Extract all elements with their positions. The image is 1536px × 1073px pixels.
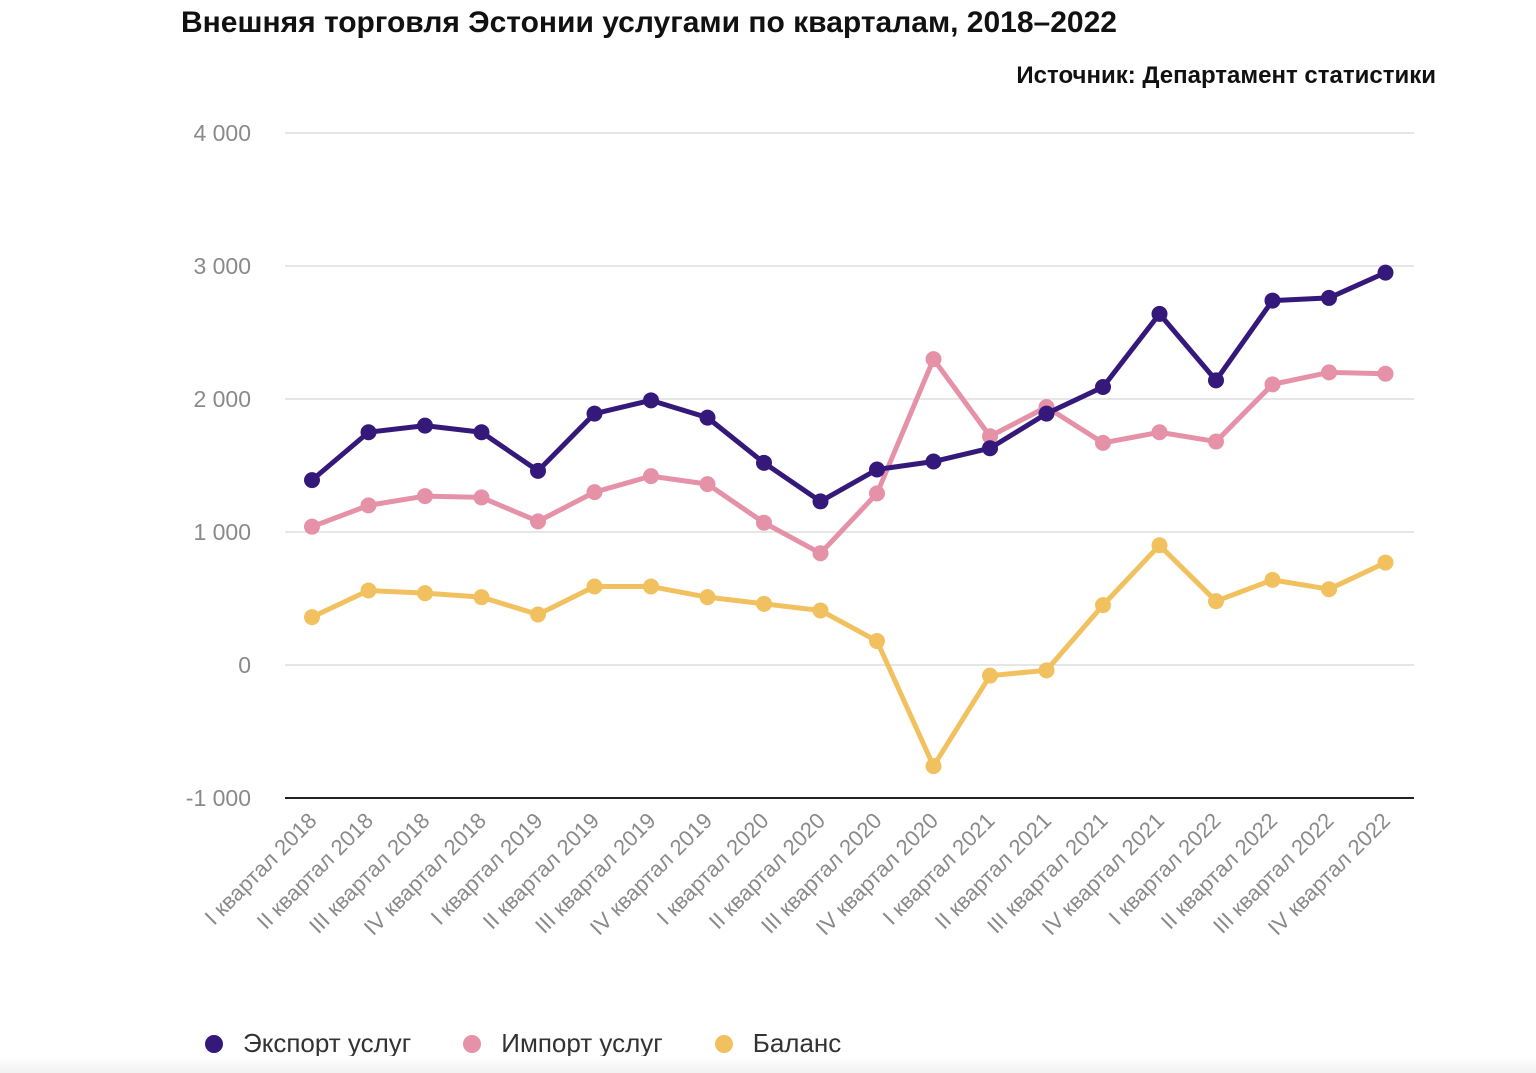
series-line bbox=[309, 356, 1388, 556]
data-point bbox=[925, 351, 942, 368]
data-point bbox=[756, 514, 772, 531]
data-point bbox=[530, 462, 546, 479]
legend-label: Импорт услуг bbox=[501, 1028, 663, 1058]
data-point bbox=[473, 424, 490, 441]
data-point bbox=[586, 578, 603, 595]
data-point bbox=[812, 493, 829, 510]
series-line bbox=[309, 270, 1388, 504]
data-point bbox=[869, 485, 885, 502]
data-point bbox=[1264, 376, 1281, 393]
data-point bbox=[643, 392, 659, 409]
data-point bbox=[586, 484, 603, 501]
data-point bbox=[1264, 292, 1281, 309]
data-point bbox=[417, 488, 433, 505]
legend-marker bbox=[714, 1034, 733, 1053]
bottom-edge bbox=[0, 1056, 1536, 1073]
data-point bbox=[869, 461, 885, 478]
legend-label: Экспорт услуг bbox=[243, 1028, 412, 1058]
data-point bbox=[643, 578, 659, 595]
legend-item: Импорт услуг bbox=[463, 1028, 663, 1059]
data-point bbox=[925, 453, 942, 470]
y-tick-label: 4 000 bbox=[193, 120, 251, 146]
data-point bbox=[530, 606, 546, 623]
data-point bbox=[1038, 405, 1055, 422]
series-line bbox=[309, 542, 1388, 769]
data-point bbox=[1321, 289, 1337, 306]
data-point bbox=[1377, 264, 1394, 281]
data-point bbox=[417, 585, 433, 602]
data-point bbox=[304, 609, 320, 626]
data-point bbox=[756, 595, 772, 612]
data-point bbox=[1208, 372, 1224, 389]
series-1 bbox=[304, 264, 1394, 510]
data-point bbox=[1095, 379, 1111, 396]
data-point bbox=[360, 424, 377, 441]
series-3 bbox=[304, 537, 1394, 775]
data-point bbox=[417, 417, 433, 434]
data-point bbox=[699, 409, 716, 426]
legend-label: Баланс bbox=[752, 1028, 842, 1058]
chart-source: Источник: Департамент статистики bbox=[1016, 62, 1436, 89]
data-point bbox=[1377, 554, 1394, 571]
data-point bbox=[982, 440, 998, 457]
data-point bbox=[982, 428, 998, 445]
y-axis-ticks: 4 000 3 000 2 000 1 000 0 -1 000 bbox=[186, 120, 251, 811]
legend: Экспорт услуг Импорт услуг Баланс bbox=[205, 1028, 893, 1059]
data-point bbox=[925, 758, 942, 775]
series-2 bbox=[304, 351, 1394, 562]
grid-lines bbox=[285, 132, 1414, 799]
data-point bbox=[699, 476, 716, 493]
data-point bbox=[756, 454, 772, 471]
data-point bbox=[982, 667, 998, 684]
data-point bbox=[360, 582, 377, 599]
line-chart: 4 000 3 000 2 000 1 000 0 -1 000 I квартал 20… bbox=[186, 120, 1414, 940]
chart-title: Внешняя торговля Эстонии услугами по ква… bbox=[181, 6, 1117, 39]
data-point bbox=[360, 497, 377, 514]
data-point bbox=[530, 513, 546, 530]
legend-marker bbox=[205, 1034, 223, 1053]
data-point bbox=[304, 518, 320, 535]
series-lines bbox=[304, 264, 1394, 775]
data-point bbox=[1151, 305, 1168, 322]
data-point bbox=[812, 545, 829, 562]
y-tick-label: 2 000 bbox=[193, 386, 251, 412]
y-tick-label: 1 000 bbox=[193, 519, 251, 545]
data-point bbox=[1208, 593, 1224, 610]
data-point bbox=[1095, 434, 1111, 451]
legend-item: Баланс bbox=[714, 1028, 842, 1059]
data-point bbox=[304, 472, 320, 489]
y-tick-label: 0 bbox=[238, 652, 251, 678]
data-point bbox=[586, 405, 603, 422]
data-point bbox=[1038, 662, 1055, 679]
legend-marker bbox=[463, 1034, 482, 1053]
data-point bbox=[1321, 581, 1337, 598]
data-point bbox=[1151, 537, 1168, 554]
data-point bbox=[1377, 365, 1394, 382]
data-point bbox=[473, 489, 490, 506]
data-point bbox=[1095, 597, 1111, 614]
data-point bbox=[699, 589, 716, 606]
data-point bbox=[869, 633, 885, 650]
data-point bbox=[812, 602, 829, 619]
data-point bbox=[1321, 364, 1337, 381]
data-point bbox=[1264, 571, 1281, 588]
data-point bbox=[1208, 433, 1224, 450]
data-point bbox=[473, 589, 490, 606]
y-tick-label: 3 000 bbox=[193, 253, 251, 279]
data-point bbox=[1151, 424, 1168, 441]
y-tick-label: -1 000 bbox=[186, 785, 251, 811]
legend-item: Экспорт услуг bbox=[205, 1028, 411, 1059]
data-point bbox=[643, 468, 659, 485]
